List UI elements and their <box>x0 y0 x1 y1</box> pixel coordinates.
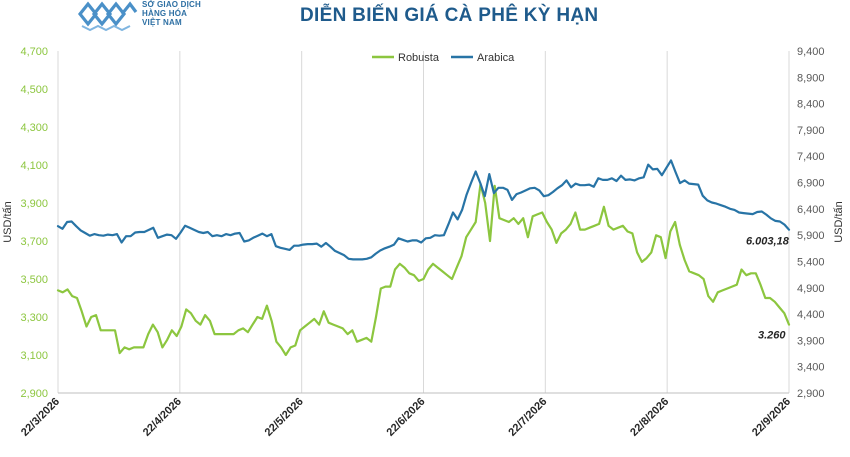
x-tick-label: 22/8/2026 <box>628 396 671 439</box>
y-left-tick-label: 4,700 <box>20 46 48 58</box>
y-left-tick-label: 3,500 <box>20 274 48 286</box>
y-right-tick-label: 3,400 <box>797 362 825 374</box>
y-right-tick-label: 8,900 <box>797 72 825 84</box>
y-left-tick-label: 3,100 <box>20 350 48 362</box>
x-tick-label: 22/4/2026 <box>141 396 184 439</box>
chart-title: DIỄN BIẾN GIÁ CÀ PHÊ KỲ HẠN <box>300 5 599 26</box>
arabica-end-label: 6.003,18 <box>746 236 790 248</box>
legend-label-robusta: Robusta <box>398 52 440 64</box>
y-left-tick-label: 4,100 <box>20 160 48 172</box>
series-line-arabica <box>56 159 791 261</box>
y-right-tick-label: 2,900 <box>797 388 825 400</box>
robusta-end-label: 3.260 <box>758 330 786 342</box>
exchange-logo: SỞ GIAO DỊCH HÀNG HÓA VIỆT NAM <box>78 0 268 36</box>
y-right-tick-label: 6,900 <box>797 178 825 190</box>
y-left-tick-label: 4,500 <box>20 84 48 96</box>
logo-line-1: SỞ GIAO DỊCH <box>142 0 202 9</box>
y-right-tick-label: 4,400 <box>797 309 825 321</box>
y-right-tick-label: 9,400 <box>797 46 825 58</box>
logo-line-3: VIỆT NAM <box>142 18 182 27</box>
x-tick-label: 22/3/2026 <box>19 396 62 439</box>
y-right-tick-label: 7,400 <box>797 151 825 163</box>
y-right-tick-label: 6,400 <box>797 204 825 216</box>
y-left-tick-label: 2,900 <box>20 388 48 400</box>
logo-line-2: HÀNG HÓA <box>142 9 188 18</box>
y-right-tick-label: 7,900 <box>797 125 825 137</box>
x-tick-label: 22/6/2026 <box>385 396 428 439</box>
y-right-tick-label: 4,900 <box>797 283 825 295</box>
wave-logo-icon <box>78 1 138 32</box>
y-left-tick-label: 3,700 <box>20 236 48 248</box>
legend-label-arabica: Arabica <box>477 52 515 64</box>
x-tick-label: 22/9/2026 <box>750 396 793 439</box>
y-right-tick-label: 5,900 <box>797 230 825 242</box>
x-tick-label: 22/5/2026 <box>263 396 306 439</box>
y-right-tick-label: 3,900 <box>797 335 825 347</box>
x-tick-label: 22/7/2026 <box>506 396 549 439</box>
exchange-logo-text: SỞ GIAO DỊCH HÀNG HÓA VIỆT NAM <box>142 0 201 27</box>
series-line-robusta <box>56 182 791 357</box>
y-left-tick-label: 3,900 <box>20 198 48 210</box>
y-left-tick-label: 4,300 <box>20 122 48 134</box>
y-right-axis-title: USD/tấn <box>833 201 845 243</box>
y-right-tick-label: 5,400 <box>797 256 825 268</box>
y-right-tick-label: 8,400 <box>797 99 825 111</box>
y-left-tick-label: 3,300 <box>20 312 48 324</box>
y-left-axis-title: USD/tấn <box>2 201 14 243</box>
